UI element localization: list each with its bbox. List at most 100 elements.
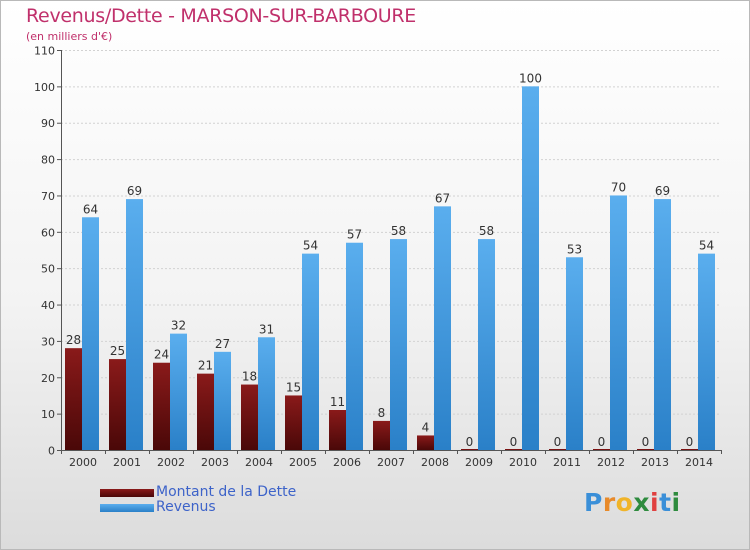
logo-letter: i <box>671 488 681 517</box>
legend-item-debt: Montant de la Dette <box>100 484 360 500</box>
bar-revenue-2003 <box>214 351 231 450</box>
label-debt-2013: 0 <box>642 435 650 449</box>
bar-debt-2007 <box>373 420 390 450</box>
x-tick-label-2009: 2009 <box>465 456 493 469</box>
bar-revenue-2010 <box>522 86 539 450</box>
legend-item-revenue: Revenus <box>100 499 360 515</box>
label-revenue-2011: 53 <box>567 242 582 256</box>
x-tick-label-2001: 2001 <box>113 456 141 469</box>
y-tick-label: 30 <box>41 335 55 348</box>
bar-revenue-2005 <box>302 253 319 450</box>
y-tick-label: 110 <box>34 45 55 58</box>
bar-debt-2013 <box>637 449 654 450</box>
bar-revenue-2013 <box>654 199 671 450</box>
label-debt-2011: 0 <box>554 435 562 449</box>
legend-label-revenue: Revenus <box>156 499 216 515</box>
label-revenue-2010: 100 <box>519 71 542 85</box>
label-revenue-2001: 69 <box>127 184 142 198</box>
label-revenue-2012: 70 <box>611 180 626 194</box>
x-tick-label-2014: 2014 <box>685 456 713 469</box>
label-revenue-2006: 57 <box>347 228 362 242</box>
chart-subtitle: (en milliers d'€) <box>26 30 113 43</box>
bar-debt-2014 <box>681 449 698 450</box>
y-tick-label: 60 <box>41 226 55 239</box>
bar-debt-2000 <box>65 348 82 450</box>
label-debt-2002: 24 <box>154 348 169 362</box>
legend-swatch-debt <box>100 489 154 497</box>
bar-debt-2004 <box>241 384 258 450</box>
label-revenue-2008: 67 <box>435 191 450 205</box>
legend-label-debt: Montant de la Dette <box>156 484 297 500</box>
x-tick-label-2003: 2003 <box>201 456 229 469</box>
label-debt-2007: 8 <box>378 406 386 420</box>
chart-title: Revenus/Dette - MARSON-SUR-BARBOURE <box>26 5 416 27</box>
bar-revenue-2011 <box>566 257 583 450</box>
bar-debt-2011 <box>549 449 566 450</box>
x-tick-label-2000: 2000 <box>69 456 97 469</box>
bar-revenue-2012 <box>610 195 627 450</box>
x-tick-label-2011: 2011 <box>553 456 581 469</box>
y-tick-label: 100 <box>34 81 55 94</box>
bar-debt-2009 <box>461 449 478 450</box>
label-revenue-2002: 32 <box>171 319 186 333</box>
label-revenue-2003: 27 <box>215 337 230 351</box>
label-debt-2010: 0 <box>510 435 518 449</box>
label-debt-2008: 4 <box>422 420 430 434</box>
bar-revenue-2002 <box>170 333 187 450</box>
x-tick-label-2006: 2006 <box>333 456 361 469</box>
y-tick-label: 50 <box>41 263 55 276</box>
label-revenue-2000: 64 <box>83 202 98 216</box>
x-tick-label-2010: 2010 <box>509 456 537 469</box>
bar-debt-2008 <box>417 435 434 450</box>
label-debt-2014: 0 <box>686 435 694 449</box>
x-tick-label-2012: 2012 <box>597 456 625 469</box>
bar-revenue-2007 <box>390 239 407 450</box>
y-tick-label: 10 <box>41 408 55 421</box>
label-debt-2001: 25 <box>110 344 125 358</box>
y-tick-label: 40 <box>41 299 55 312</box>
label-debt-2005: 15 <box>286 380 301 394</box>
y-tick-label: 80 <box>41 154 55 167</box>
bar-debt-2003 <box>197 373 214 450</box>
bar-debt-2002 <box>153 362 170 450</box>
bar-revenue-2004 <box>258 337 275 450</box>
y-tick-label: 20 <box>41 372 55 385</box>
label-revenue-2009: 58 <box>479 224 494 238</box>
label-revenue-2007: 58 <box>391 224 406 238</box>
bar-revenue-2008 <box>434 206 451 450</box>
y-tick-label: 70 <box>41 190 55 203</box>
x-tick-label-2007: 2007 <box>377 456 405 469</box>
x-tick-label-2002: 2002 <box>157 456 185 469</box>
logo-letter: i <box>650 488 660 517</box>
bar-debt-2012 <box>593 449 610 450</box>
proxiti-logo: Proxiti <box>584 488 681 517</box>
label-debt-2000: 28 <box>66 333 81 347</box>
logo-letter: o <box>615 488 634 517</box>
logo-letter: P <box>584 488 603 517</box>
label-debt-2009: 0 <box>466 435 474 449</box>
label-revenue-2004: 31 <box>259 322 274 336</box>
x-tick-label-2008: 2008 <box>421 456 449 469</box>
logo-letter: t <box>659 488 672 517</box>
legend-swatch-revenue <box>100 504 154 512</box>
bar-debt-2010 <box>505 449 522 450</box>
logo-letter: r <box>602 488 616 517</box>
label-debt-2003: 21 <box>198 359 213 373</box>
bar-revenue-2006 <box>346 242 363 450</box>
label-revenue-2013: 69 <box>655 184 670 198</box>
bar-revenue-2009 <box>478 239 495 450</box>
bar-debt-2006 <box>329 410 346 450</box>
bar-revenue-2001 <box>126 199 143 450</box>
logo-letter: x <box>633 488 650 517</box>
y-tick-label: 0 <box>48 445 55 458</box>
bar-debt-2001 <box>109 359 126 450</box>
bar-revenue-2014 <box>698 253 715 450</box>
x-tick-label-2005: 2005 <box>289 456 317 469</box>
bar-revenue-2000 <box>82 217 99 450</box>
x-tick-label-2013: 2013 <box>641 456 669 469</box>
y-tick-label: 90 <box>41 117 55 130</box>
label-revenue-2005: 54 <box>303 239 318 253</box>
label-debt-2006: 11 <box>330 395 345 409</box>
label-debt-2004: 18 <box>242 370 257 384</box>
